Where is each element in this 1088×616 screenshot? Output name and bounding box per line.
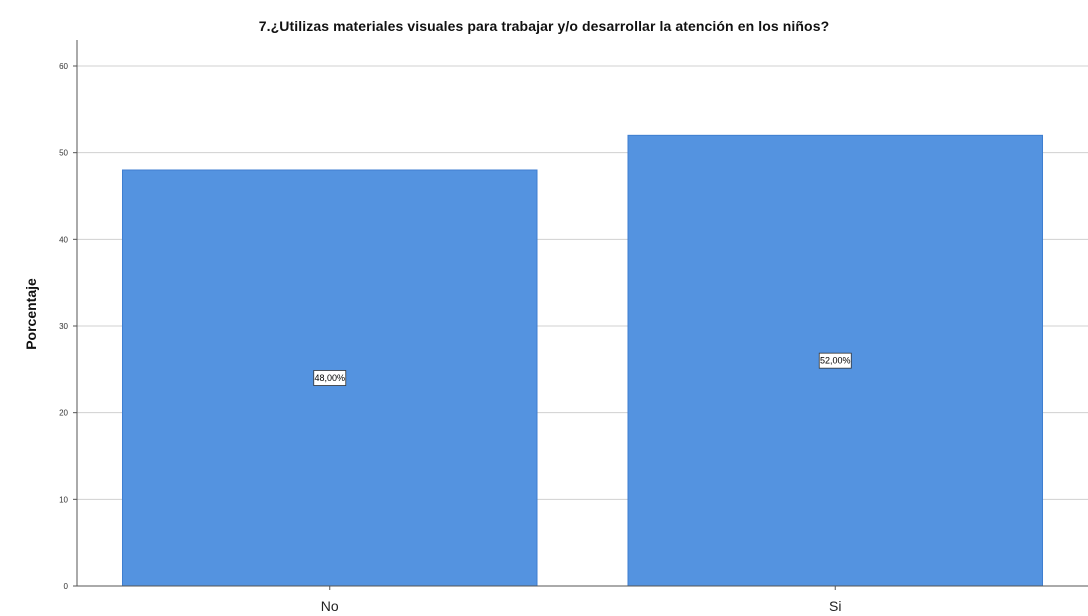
- data-labels: 48,00% 52,00%: [313, 352, 852, 386]
- y-tick-label: 10: [59, 495, 68, 504]
- y-tick-label: 30: [59, 322, 68, 331]
- data-label: 48,00%: [314, 373, 345, 383]
- data-label-box: [818, 352, 852, 369]
- y-tick-label: 60: [59, 62, 68, 71]
- y-tick-label: 20: [59, 409, 68, 418]
- category-label-no: No: [321, 598, 339, 614]
- data-label-box: [313, 370, 347, 386]
- category-labels: No Si: [321, 586, 841, 614]
- y-tick-label: 0: [64, 582, 69, 591]
- y-axis-ticks: 0 10 20 30 40 50 60: [59, 62, 77, 591]
- chart-title: 7.¿Utilizas materiales visuales para tra…: [258, 18, 830, 34]
- bars: [121, 134, 1044, 587]
- data-label: 52,00%: [820, 356, 851, 366]
- category-label-si: Si: [829, 598, 841, 614]
- y-tick-label: 50: [59, 149, 68, 158]
- y-tick-label: 40: [59, 235, 68, 244]
